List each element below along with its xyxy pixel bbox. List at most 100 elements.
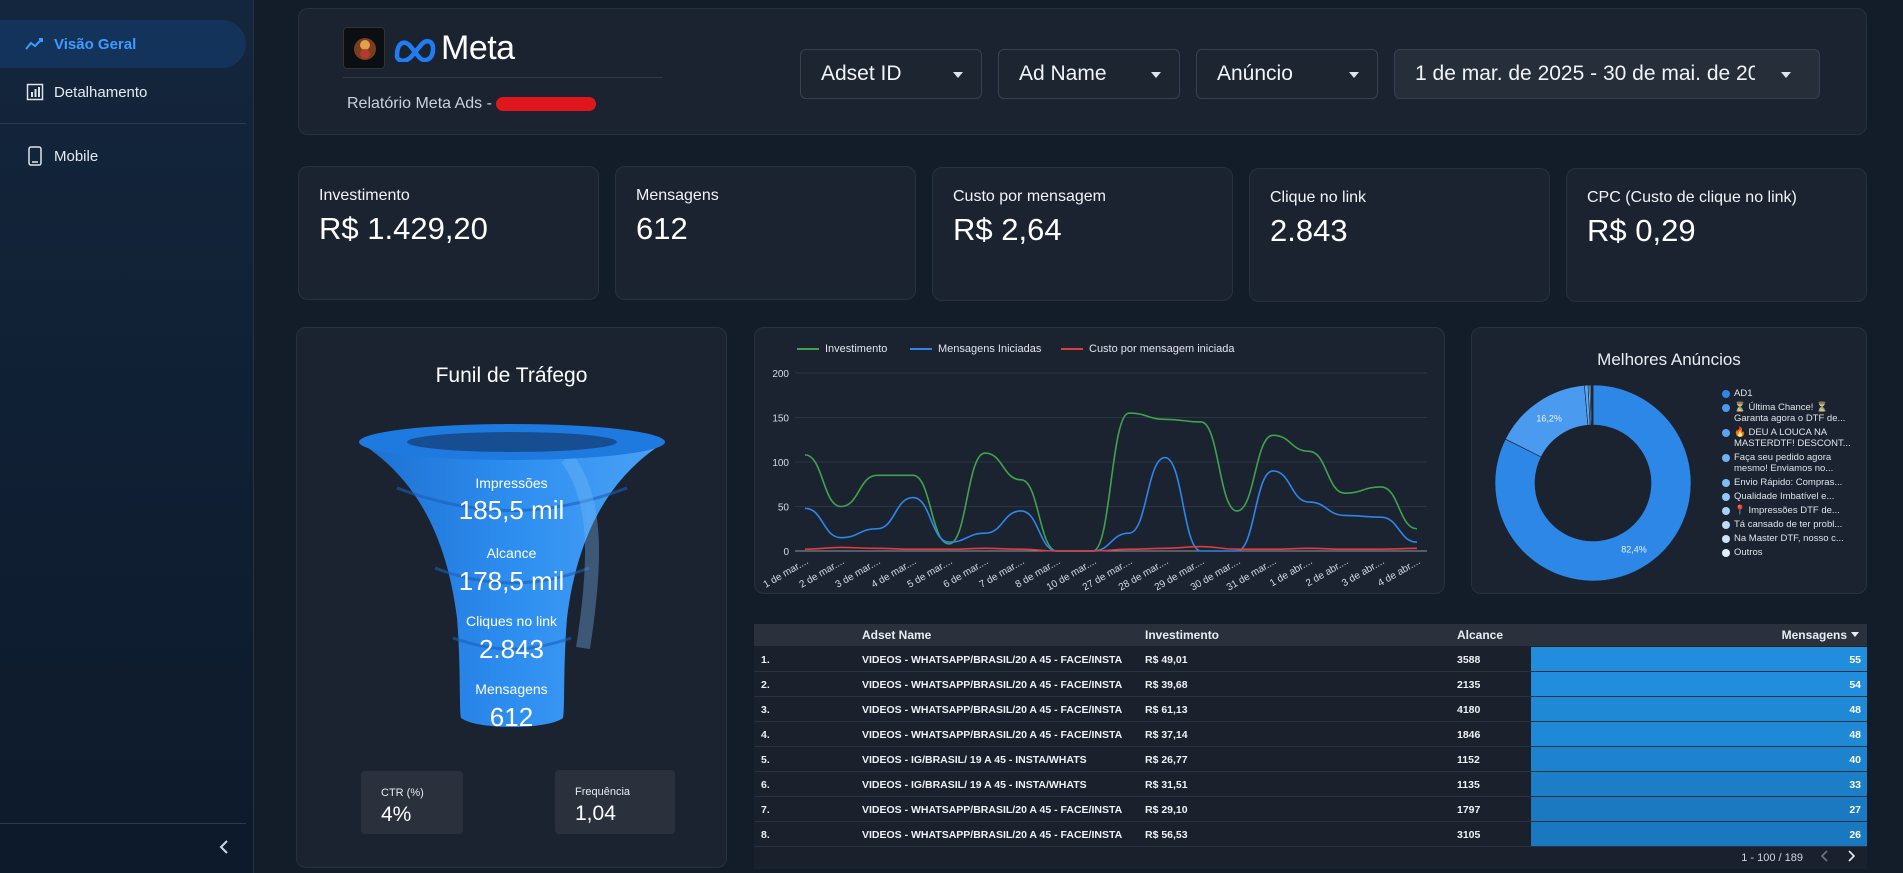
anuncio-dropdown[interactable]: Anúncio — [1196, 49, 1378, 99]
legend-label: 📍 Impressões DTF de... — [1734, 505, 1840, 516]
cell-adset-name: VIDEOS - WHATSAPP/BRASIL/20 A 45 - FACE/… — [862, 729, 1123, 741]
adset-table: Adset Name Investimento Alcance Mensagen… — [754, 624, 1867, 869]
pagination: 1 - 100 / 189 — [1741, 850, 1856, 865]
legend-label: Tá cansado de ter probl... — [1734, 519, 1843, 530]
legend-item[interactable]: 📍 Impressões DTF de... — [1722, 505, 1852, 516]
cell-mensagens: 26 — [1849, 829, 1861, 841]
legend-label: Outros — [1734, 547, 1763, 558]
frequencia-label: Frequência — [575, 786, 631, 798]
chevron-right-icon[interactable] — [1847, 850, 1856, 865]
date-range-picker[interactable]: 1 de mar. de 2025 - 30 de mai. de 2025 — [1394, 49, 1820, 99]
legend-item[interactable]: Tá cansado de ter probl... — [1722, 519, 1852, 530]
legend-item[interactable]: 🔥 DEU A LOUCA NA MASTERDTF! DESCONT... — [1722, 427, 1852, 449]
legend-dot — [1722, 549, 1730, 557]
col-mensagens[interactable]: Mensagens — [1781, 628, 1847, 642]
sidebar: Visão Geral Detalhamento Mobile — [0, 0, 254, 873]
cell-mensagens: 33 — [1849, 779, 1861, 791]
legend-label: Qualidade Imbatível e... — [1734, 491, 1835, 502]
legend-item[interactable]: Na Master DTF, nosso c... — [1722, 533, 1852, 544]
cell-alcance: 1152 — [1457, 754, 1480, 766]
funnel-stage-value: 2.843 — [478, 634, 545, 664]
kpi-value: R$ 0,29 — [1587, 213, 1696, 248]
col-alcance[interactable]: Alcance — [1457, 628, 1504, 642]
pie-chart: 82,4% 16,2% — [1494, 384, 1692, 582]
meta-infinity-icon — [394, 38, 436, 62]
legend-item[interactable]: Custo por mensagem iniciada — [1061, 343, 1235, 355]
legend-dot — [1722, 493, 1730, 501]
col-adset-name[interactable]: Adset Name — [862, 628, 932, 642]
table-row[interactable]: 5. VIDEOS - IG/BRASIL/ 19 A 45 - INSTA/WH… — [754, 747, 1867, 772]
funnel-stage-label: Alcance — [486, 545, 537, 561]
series-line-2 — [804, 545, 1418, 552]
legend-item[interactable]: Qualidade Imbatível e... — [1722, 491, 1852, 502]
kpi-custo-por-mensagem: Custo por mensagem R$ 2,64 — [932, 167, 1233, 301]
legend-swatch — [910, 348, 932, 350]
table-row[interactable]: 1. VIDEOS - WHATSAPP/BRASIL/20 A 45 - FAC… — [754, 647, 1867, 672]
cell-investimento: R$ 49,01 — [1145, 654, 1188, 666]
legend-dot — [1722, 521, 1730, 529]
meta-brand-text: Meta — [441, 29, 515, 67]
sidebar-item-label: Mobile — [54, 147, 99, 165]
legend-item[interactable]: Outros — [1722, 547, 1852, 558]
ad-name-label: Ad Name — [1019, 62, 1107, 85]
legend-item[interactable]: AD1 — [1722, 388, 1852, 399]
legend-item[interactable]: ⏳ Última Chance! ⏳ Garanta agora o DTF d… — [1722, 402, 1852, 424]
chevron-down-icon — [953, 72, 963, 78]
ad-name-dropdown[interactable]: Ad Name — [998, 49, 1180, 99]
cell-mensagens-heat — [1531, 672, 1867, 696]
adset-id-dropdown[interactable]: Adset ID — [800, 49, 982, 99]
legend-dot — [1722, 454, 1730, 462]
kpi-label: Custo por mensagem — [953, 188, 1106, 205]
table-row[interactable]: 3. VIDEOS - WHATSAPP/BRASIL/20 A 45 - FAC… — [754, 697, 1867, 722]
series-line-1 — [804, 456, 1418, 552]
kpi-mensagens: Mensagens 612 — [615, 166, 916, 300]
report-header: Meta Relatório Meta Ads - Adset ID Ad Na… — [298, 8, 1867, 135]
trend-line-icon — [24, 33, 46, 55]
caret-down-icon[interactable] — [1851, 632, 1859, 637]
legend-label: Faça seu pedido agora mesmo! Enviamos no… — [1734, 452, 1834, 474]
sidebar-item-detalhamento[interactable]: Detalhamento — [0, 68, 147, 116]
funnel-stage-label: Cliques no link — [465, 613, 558, 629]
funnel-stage-label: Impressões — [475, 475, 548, 491]
chevron-down-icon — [1349, 72, 1359, 78]
chevron-left-icon[interactable] — [218, 838, 230, 859]
cell-investimento: R$ 61,13 — [1145, 704, 1188, 716]
legend-label: AD1 — [1734, 388, 1753, 399]
row-index: 5. — [761, 754, 770, 766]
table-row[interactable]: 4. VIDEOS - WHATSAPP/BRASIL/20 A 45 - FAC… — [754, 722, 1867, 747]
cell-adset-name: VIDEOS - WHATSAPP/BRASIL/20 A 45 - FACE/… — [862, 829, 1123, 841]
line-chart-card: Investimento Mensagens Iniciadas Custo por… — [754, 327, 1445, 594]
legend-label: Custo por mensagem iniciada — [1089, 343, 1235, 355]
kpi-clique-no-link: Clique no link 2.843 — [1249, 168, 1550, 302]
legend-label: 🔥 DEU A LOUCA NA MASTERDTF! DESCONT... — [1734, 427, 1851, 449]
pie-chart-legend: AD1 ⏳ Última Chance! ⏳ Garanta agora o DT… — [1722, 388, 1852, 561]
sidebar-item-visao-geral[interactable]: Visão Geral — [0, 20, 246, 68]
cell-alcance: 1797 — [1457, 804, 1481, 816]
legend-item[interactable]: Faça seu pedido agora mesmo! Enviamos no… — [1722, 452, 1852, 474]
table-row[interactable]: 6. VIDEOS - IG/BRASIL/ 19 A 45 - INSTA/WH… — [754, 772, 1867, 797]
chevron-left-icon[interactable] — [1820, 850, 1829, 865]
legend-item[interactable]: Investimento — [797, 343, 887, 355]
col-investimento[interactable]: Investimento — [1145, 628, 1220, 642]
pie-slice[interactable] — [1494, 384, 1692, 582]
funnel-stage-label: Mensagens — [475, 681, 548, 697]
cell-alcance: 3588 — [1457, 654, 1481, 666]
pie-slice-label: 16,2% — [1536, 413, 1562, 423]
cell-adset-name: VIDEOS - WHATSAPP/BRASIL/20 A 45 - FACE/… — [862, 679, 1123, 691]
y-tick-label: 150 — [772, 414, 789, 425]
legend-item[interactable]: Envio Rápido: Compras... — [1722, 477, 1852, 488]
sidebar-item-mobile[interactable]: Mobile — [0, 132, 98, 180]
legend-item[interactable]: Mensagens Iniciadas — [910, 343, 1041, 355]
table-row[interactable]: 2. VIDEOS - WHATSAPP/BRASIL/20 A 45 - FAC… — [754, 672, 1867, 697]
row-index: 3. — [761, 704, 770, 716]
table-row[interactable]: 7. VIDEOS - WHATSAPP/BRASIL/20 A 45 - FAC… — [754, 797, 1867, 822]
row-index: 8. — [761, 829, 770, 841]
table-row[interactable]: 8. VIDEOS - WHATSAPP/BRASIL/20 A 45 - FAC… — [754, 822, 1867, 847]
funnel-title: Funil de Tráfego — [435, 364, 588, 387]
cell-adset-name: VIDEOS - WHATSAPP/BRASIL/20 A 45 - FACE/… — [862, 804, 1123, 816]
pie-chart-card: Melhores Anúncios 82,4% 16,2% AD1 ⏳ Última… — [1471, 327, 1867, 594]
table-header: Adset Name Investimento Alcance Mensagen… — [754, 624, 1867, 646]
legend-label: Mensagens Iniciadas — [938, 343, 1042, 355]
legend-label: Na Master DTF, nosso c... — [1734, 533, 1844, 544]
